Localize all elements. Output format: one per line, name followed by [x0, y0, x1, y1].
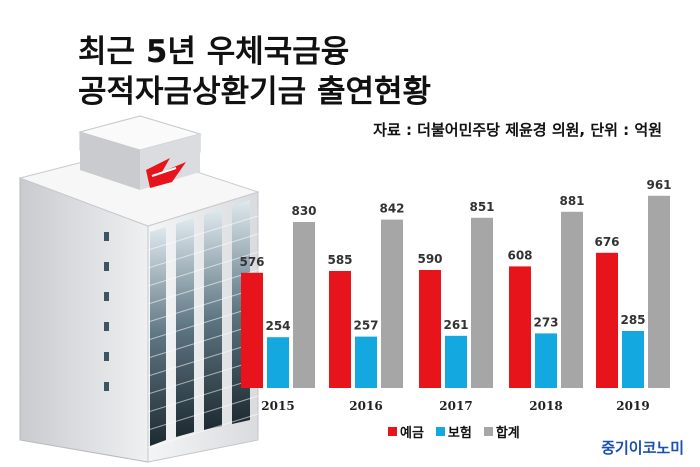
legend-swatch-insurance: [435, 427, 445, 436]
chart-title-line1: 최근 5년 우체국금융: [78, 34, 350, 70]
bar-insurance-2017: [445, 335, 467, 388]
legend-label-insurance: 보험: [447, 426, 472, 441]
data-label-deposit-2018: 608: [507, 248, 532, 262]
legend-label-deposit: 예금: [400, 426, 424, 441]
chart-title-line2: 공적자금상환기금 출연현황: [78, 74, 432, 110]
x-tick-label-2015: 2015: [261, 399, 294, 413]
x-tick-label-2018: 2018: [529, 399, 562, 413]
data-label-total-2015: 830: [291, 204, 316, 218]
x-tick-label-2017: 2017: [439, 399, 472, 413]
data-label-total-2019: 961: [646, 178, 671, 192]
brand-logo-text: 중기이코노미: [601, 439, 684, 457]
data-label-insurance-2017: 261: [443, 318, 468, 332]
bar-deposit-2015: [241, 272, 263, 388]
bar-deposit-2016: [329, 271, 351, 388]
data-label-insurance-2016: 257: [353, 319, 378, 333]
source-note: 자료 : 더불어민주당 제윤경 의원, 단위 : 억원: [373, 121, 662, 139]
data-label-deposit-2016: 585: [327, 253, 352, 267]
data-label-insurance-2019: 285: [620, 313, 645, 327]
data-label-deposit-2015: 576: [239, 255, 264, 269]
bar-insurance-2015: [267, 337, 289, 388]
data-label-deposit-2019: 676: [594, 235, 619, 249]
bar-total-2017: [471, 217, 493, 388]
legend-swatch-deposit: [388, 427, 397, 436]
legend-label-total: 합계: [495, 426, 520, 441]
data-label-insurance-2015: 254: [265, 319, 290, 333]
post-logo-icon: [146, 158, 186, 188]
bar-insurance-2018: [535, 333, 557, 388]
data-label-total-2016: 842: [379, 202, 404, 216]
legend-item-insurance: 보험: [435, 422, 472, 441]
legend: 예금 보험 합계: [388, 422, 520, 441]
data-label-insurance-2018: 273: [533, 315, 558, 329]
data-label-deposit-2017: 590: [417, 252, 442, 266]
x-tick-label-2019: 2019: [616, 399, 649, 413]
x-tick-label-2016: 2016: [349, 399, 382, 413]
bar-insurance-2019: [622, 331, 644, 388]
bar-deposit-2017: [419, 270, 441, 388]
bar-total-2016: [381, 219, 403, 388]
legend-swatch-total: [483, 427, 493, 436]
bar-deposit-2019: [596, 252, 618, 388]
legend-item-total: 합계: [483, 422, 520, 441]
bar-total-2019: [648, 195, 670, 388]
bar-total-2018: [561, 211, 583, 388]
data-label-total-2018: 881: [559, 194, 584, 208]
bar-total-2015: [293, 222, 315, 388]
bar-deposit-2018: [509, 266, 531, 388]
legend-item-deposit: 예금: [388, 422, 424, 441]
data-label-total-2017: 851: [469, 200, 494, 214]
bar-insurance-2016: [355, 336, 377, 388]
